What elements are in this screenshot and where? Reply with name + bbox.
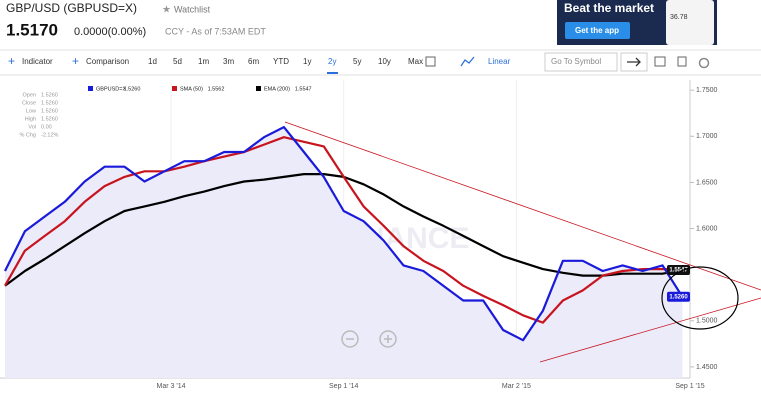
ad-button-label: Get the app [575,26,619,35]
range-button[interactable]: 6m [248,57,259,66]
range-button[interactable]: 1m [198,57,209,66]
legend-swatch [256,86,261,91]
price: 1.5170 [6,20,58,39]
settings-icon[interactable] [698,57,710,69]
zoom-in[interactable] [379,330,397,348]
zoom-in-icon [384,335,392,343]
info-value: 1.5260 [41,92,58,98]
range-button[interactable]: 3m [223,57,234,66]
symbol-title: GBP/USD (GBPUSD=X) [6,1,137,15]
ad-button[interactable] [565,22,630,39]
legend-name: SMA (50) [180,86,203,92]
legend-swatch [172,86,177,91]
range-button[interactable]: 2y [328,57,336,66]
info-value: 1.5260 [41,116,58,122]
legend-swatch [88,86,93,91]
plus-icon[interactable]: + [8,54,15,68]
ad-phone-value: 36.78 [670,14,688,21]
y-tick-label: 1.5000 [696,318,718,325]
info-value: -2.12% [41,132,59,138]
range-button[interactable]: 5d [173,57,182,66]
range-button[interactable]: 5y [353,57,361,66]
zoom-out[interactable] [341,330,359,348]
star-icon[interactable]: ★ [162,5,171,16]
series-line [4,126,684,342]
value-tag [667,265,690,276]
y-tick-label: 1.4500 [696,364,718,371]
info-value: 0.00 [41,124,52,130]
legend-value: 1.5562 [208,86,225,92]
info-label: Close [22,100,36,106]
range-button[interactable]: 1d [148,57,157,66]
highlight-circle [661,266,739,330]
legend-value: 1.5547 [295,86,312,92]
trend-line [284,121,761,291]
legend-value: 1.5260 [124,86,141,92]
info-value: 1.5260 [41,100,58,106]
value-tag [667,291,690,302]
legend-name: EMA (200) [264,86,290,92]
ad-headline: Beat the market [564,1,654,15]
trend-line [539,297,761,363]
timestamp: CCY - As of 7:53AM EDT [165,26,266,36]
range-button[interactable]: Max [408,57,423,66]
x-tick-label: Sep 1 '14 [329,383,358,390]
info-label: Vol [28,124,36,130]
y-tick-label: 1.6000 [696,225,718,232]
info-label: Low [26,108,36,114]
series-area [5,127,683,378]
ad-phone [666,0,714,45]
y-tick-label: 1.7500 [696,87,718,94]
search-placeholder: Go To Symbol [551,57,601,66]
plus-icon[interactable]: + [72,54,79,68]
calendar-icon[interactable] [425,56,436,67]
info-value: 1.5260 [41,108,58,114]
watchlist[interactable]: Watchlist [174,4,211,14]
change: 0.0000(0.00%) [74,26,146,38]
range-button[interactable]: 10y [378,57,391,66]
search-box[interactable] [544,52,618,72]
print-icon[interactable] [654,56,666,67]
indicator-button[interactable]: Indicator [22,57,53,66]
y-tick-label: 1.7000 [696,133,718,140]
comparison-button[interactable]: Comparison [86,57,129,66]
x-tick-label: Mar 2 '15 [502,383,531,390]
share-icon[interactable] [677,56,687,67]
arrow-icon [627,57,641,67]
info-label: Open [23,92,36,98]
range-button[interactable]: YTD [273,57,289,66]
y-tick-label: 1.6500 [696,179,718,186]
info-label: % Chg [19,132,36,138]
x-tick-label: Mar 3 '14 [157,383,186,390]
value-tag-label: 1.5547 [669,268,688,274]
legend-name: GBPUSD=X [96,86,126,92]
series-line [4,136,683,324]
scale-button[interactable]: Linear [488,57,511,66]
chart-type-icon[interactable] [460,56,475,67]
value-tag-label: 1.5260 [669,294,688,300]
x-tick-label: Sep 1 '15 [675,383,704,390]
range-button[interactable]: 1y [303,57,311,66]
info-label: High [25,116,36,122]
